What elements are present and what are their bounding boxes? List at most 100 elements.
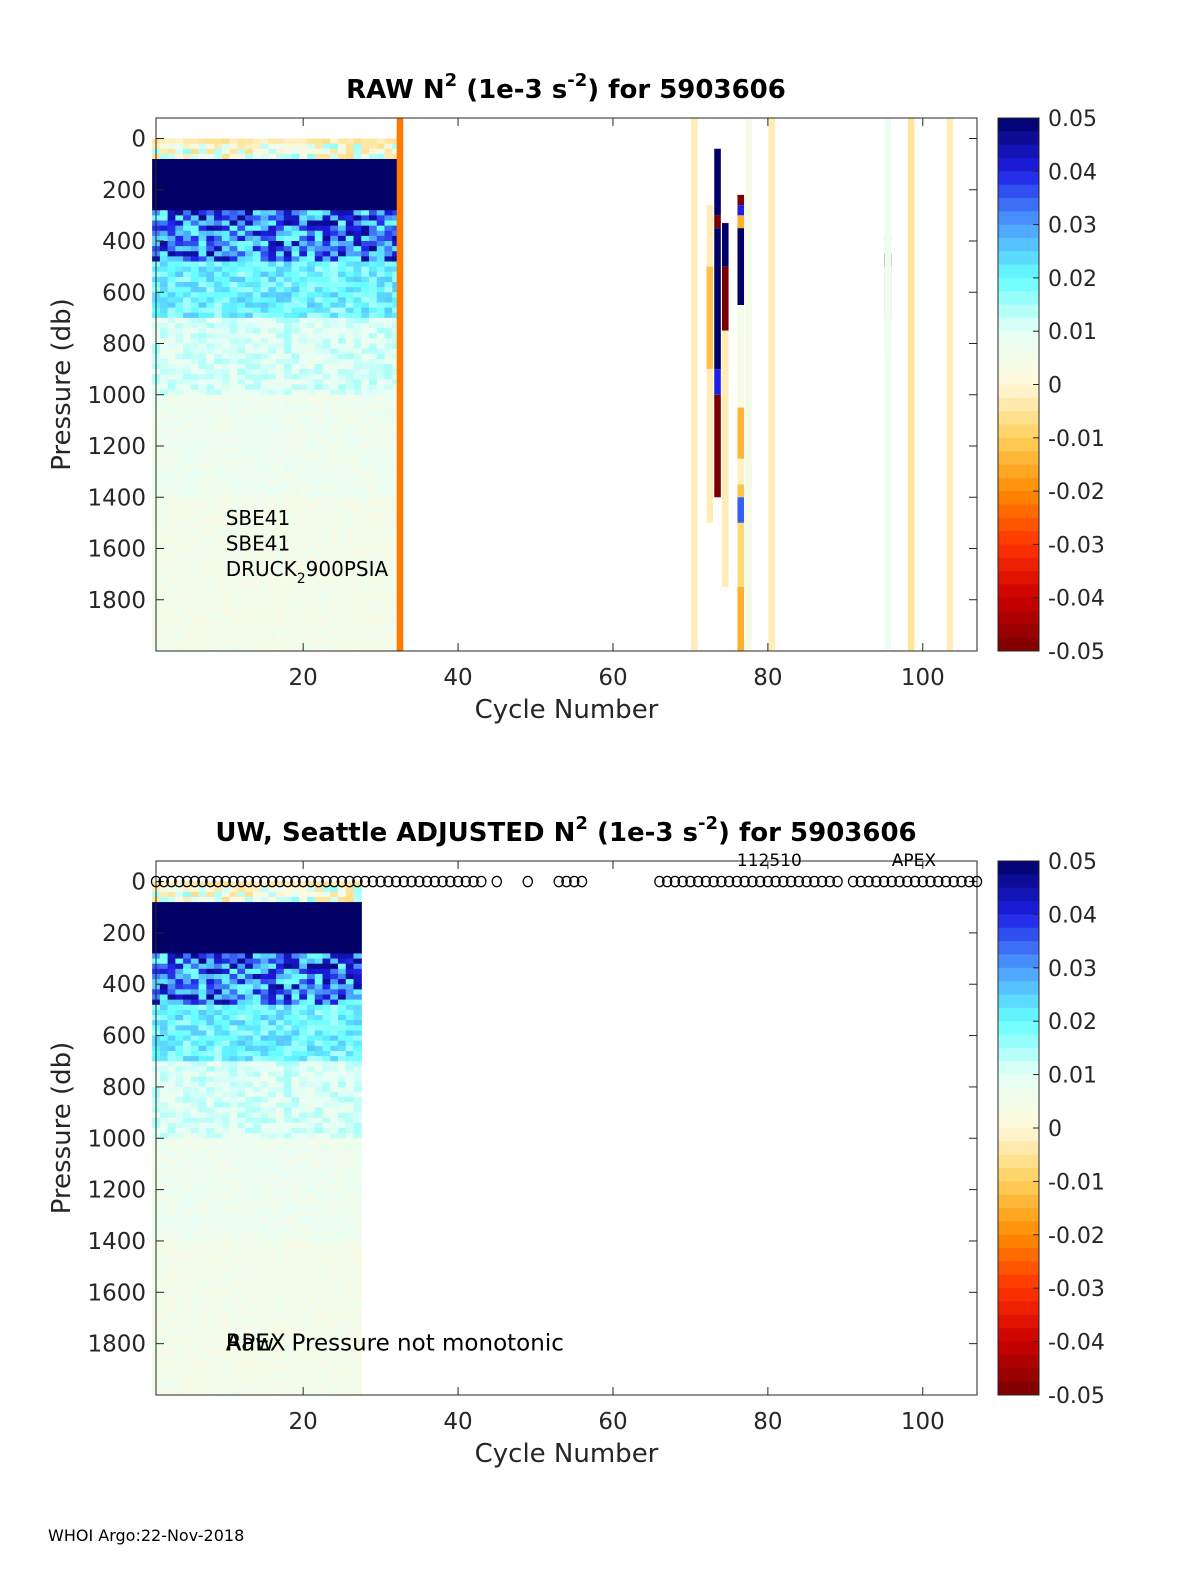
profile-cell <box>159 1307 169 1314</box>
profile-cell <box>229 384 238 391</box>
profile-cell <box>307 225 316 232</box>
profile-cell <box>345 635 355 642</box>
profile-cell <box>276 1056 285 1062</box>
profile-cell <box>260 333 269 339</box>
profile-cell <box>183 932 192 939</box>
chart-title: RAW N2 (1e-3 s-2) for 5903606 <box>346 70 786 105</box>
profile-cell <box>314 507 324 514</box>
profile-cell <box>237 148 246 155</box>
profile-cell <box>368 374 378 380</box>
profile-cell <box>159 148 169 155</box>
profile-cell <box>368 194 378 201</box>
colorbar-tick-label: 0.05 <box>1048 107 1097 132</box>
profile-cell <box>314 610 324 616</box>
profile-cell <box>384 369 393 375</box>
profile-cell <box>276 358 285 365</box>
profile-cell <box>237 307 246 314</box>
profile-cell <box>260 143 269 150</box>
profile-cell <box>353 548 362 555</box>
profile-cell <box>384 599 393 606</box>
profile-cell <box>229 1179 238 1186</box>
profile-cell <box>252 907 262 913</box>
profile-cell <box>198 1302 207 1309</box>
profile-cell <box>159 343 169 350</box>
profile-cell <box>283 420 293 427</box>
profile-cell <box>175 1240 184 1247</box>
profile-cell <box>159 1333 169 1340</box>
profile-cell <box>167 1353 176 1360</box>
profile-cell <box>361 353 370 360</box>
profile-cell <box>229 502 238 509</box>
profile-cell <box>198 333 207 339</box>
profile-cell <box>353 215 362 222</box>
profile-cell <box>190 394 200 401</box>
profile-cell <box>167 1138 176 1145</box>
profile-cell <box>206 1179 215 1186</box>
profile-cell <box>214 1045 223 1052</box>
profile-cell <box>229 938 238 944</box>
profile-cell <box>307 174 316 181</box>
profile-cell <box>314 179 324 186</box>
profile-cell <box>245 492 254 498</box>
profile-cell <box>276 635 285 642</box>
profile-cell <box>190 569 200 575</box>
profile-cell <box>314 522 324 529</box>
profile-cell <box>299 159 308 165</box>
profile-cell <box>276 440 285 447</box>
profile-cell <box>252 394 262 401</box>
profile-cell <box>175 1266 184 1273</box>
profile-cell <box>252 297 262 304</box>
y-axis-label: Pressure (db) <box>47 298 77 471</box>
profile-cell <box>345 492 355 498</box>
profile-cell <box>175 938 184 944</box>
profile-cell <box>237 533 246 539</box>
profile-cell <box>299 563 308 570</box>
profile-cell <box>198 1020 207 1026</box>
profile-cell <box>361 558 370 565</box>
profile-cell <box>291 205 300 211</box>
profile-cell <box>183 328 192 334</box>
profile-cell <box>291 179 300 186</box>
profile-cell <box>221 615 231 621</box>
profile-cell <box>183 379 192 386</box>
profile-cell <box>167 1364 176 1370</box>
profile-cell <box>260 1261 269 1268</box>
profile-cell <box>183 1045 192 1052</box>
profile-cell <box>183 1256 192 1263</box>
profile-cell <box>229 1112 238 1119</box>
profile-cell <box>245 205 254 211</box>
profile-cell <box>322 528 331 534</box>
profile-cell <box>307 471 316 478</box>
profile-cell <box>175 1174 184 1180</box>
profile-cell <box>376 394 386 401</box>
profile-cell <box>322 415 331 421</box>
profile-cell <box>314 251 324 257</box>
profile-cell <box>221 1323 231 1329</box>
profile-cell <box>252 420 262 427</box>
profile-cell <box>221 1348 231 1355</box>
profile-cell <box>206 1302 215 1309</box>
profile-cell <box>198 143 207 150</box>
profile-cell <box>252 963 262 970</box>
profile-cell <box>190 896 200 903</box>
profile-cell <box>183 1066 192 1073</box>
profile-cell <box>330 543 339 550</box>
profile-cell <box>167 640 176 647</box>
profile-cell <box>206 630 215 637</box>
profile-cell <box>392 369 401 375</box>
profile-cell <box>299 230 308 237</box>
profile-cell <box>183 543 192 550</box>
profile-cell <box>175 589 184 596</box>
profile-cell <box>268 973 277 980</box>
profile-cell <box>214 1246 223 1252</box>
profile-cell <box>291 261 300 268</box>
profile-cell <box>237 1030 246 1037</box>
profile-cell <box>198 922 207 929</box>
profile-cell <box>198 1174 207 1180</box>
profile-cell <box>260 1348 269 1355</box>
profile-cell <box>322 610 331 616</box>
profile-cell <box>353 553 362 560</box>
profile-column-segment <box>714 394 721 498</box>
profile-cell <box>198 148 207 155</box>
profile-cell <box>283 348 293 355</box>
